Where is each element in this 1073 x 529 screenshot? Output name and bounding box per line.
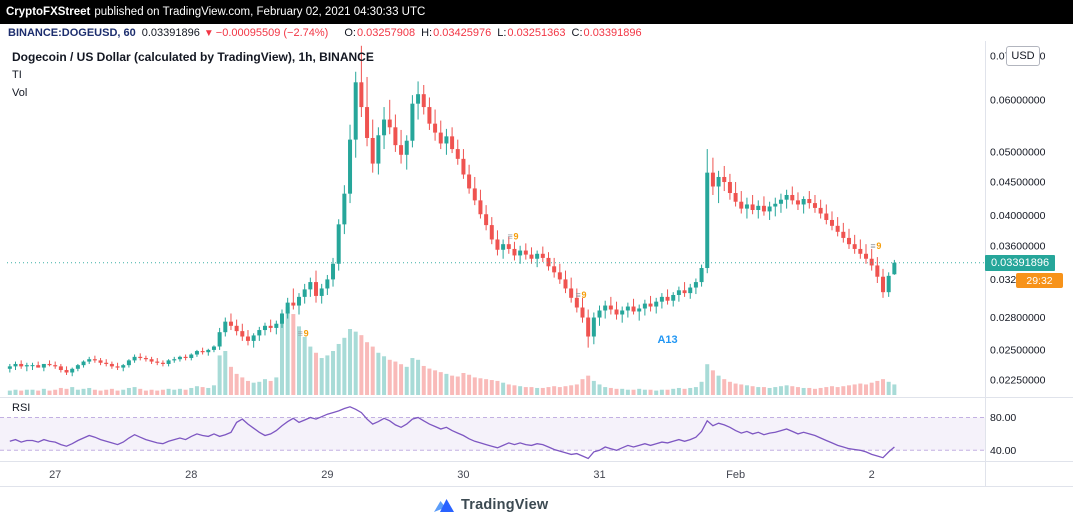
svg-text:0.02500000: 0.02500000 bbox=[990, 344, 1046, 356]
symbol-legend: BINANCE:DOGEUSD, 60 0.03391896 ▼ −0.0009… bbox=[8, 25, 642, 41]
chart-title: Dogecoin / US Dollar (calculated by Trad… bbox=[12, 50, 374, 64]
svg-text:Feb: Feb bbox=[726, 469, 745, 481]
svg-text:0.04000000: 0.04000000 bbox=[990, 210, 1046, 222]
svg-text:40.00: 40.00 bbox=[990, 445, 1016, 457]
open-label: O: bbox=[344, 27, 356, 39]
svg-text:0.03600000: 0.03600000 bbox=[990, 240, 1046, 252]
tradingview-logo-icon bbox=[434, 499, 454, 512]
svg-text:≡: ≡ bbox=[576, 290, 581, 300]
close-value: 0.03391896 bbox=[583, 27, 642, 39]
svg-text:A13: A13 bbox=[657, 334, 677, 346]
svg-text:27: 27 bbox=[49, 469, 61, 481]
tradingview-brand-text: TradingView bbox=[461, 497, 549, 513]
currency-toggle-button[interactable]: USD bbox=[1006, 46, 1040, 66]
svg-text:9: 9 bbox=[582, 290, 587, 300]
svg-text:0.05000000: 0.05000000 bbox=[990, 146, 1046, 158]
low-label: L: bbox=[497, 27, 507, 39]
svg-text:≡: ≡ bbox=[507, 231, 512, 241]
time-axis[interactable] bbox=[0, 461, 985, 487]
svg-text:0.06000000: 0.06000000 bbox=[990, 94, 1046, 106]
open-value: 0.03257908 bbox=[356, 27, 416, 39]
svg-text:30: 30 bbox=[457, 469, 469, 481]
svg-text:0.02800000: 0.02800000 bbox=[990, 312, 1046, 324]
last-price: 0.03391896 bbox=[141, 27, 200, 39]
svg-text:0.04500000: 0.04500000 bbox=[990, 177, 1046, 189]
bar-countdown-badge[interactable]: 29:32 bbox=[1016, 273, 1063, 288]
price-down-arrow-icon: ▼ bbox=[203, 27, 214, 39]
price-change: −0.00095509 (−2.74%) bbox=[215, 27, 329, 39]
tradingview-attribution[interactable]: TradingView bbox=[433, 497, 548, 513]
svg-text:31: 31 bbox=[593, 469, 605, 481]
high-value: 0.03425976 bbox=[433, 27, 492, 39]
svg-text:9: 9 bbox=[876, 241, 881, 251]
svg-text:≡: ≡ bbox=[298, 328, 303, 338]
svg-text:9: 9 bbox=[513, 231, 518, 241]
svg-text:80.00: 80.00 bbox=[990, 412, 1016, 424]
attribution-bar: CryptoFXStreet published on TradingView.… bbox=[0, 0, 1073, 24]
svg-text:≡: ≡ bbox=[870, 241, 875, 251]
svg-text:9: 9 bbox=[304, 328, 309, 338]
svg-text:2: 2 bbox=[869, 469, 875, 481]
svg-text:28: 28 bbox=[185, 469, 197, 481]
indicator-label-vol: Vol bbox=[12, 87, 28, 99]
indicator-label-ti: TI bbox=[12, 69, 22, 81]
attribution-text: published on TradingView.com, February 0… bbox=[94, 6, 426, 18]
rsi-pane-label: RSI bbox=[12, 402, 31, 414]
svg-text:29: 29 bbox=[321, 469, 333, 481]
attribution-source: CryptoFXStreet bbox=[6, 6, 91, 18]
chart-area: ≡9≡9≡9≡9A130.070000000.060000000.0500000… bbox=[0, 41, 1073, 487]
close-label: C: bbox=[571, 27, 583, 39]
svg-text:0.02250000: 0.02250000 bbox=[990, 375, 1046, 387]
high-label: H: bbox=[421, 27, 433, 39]
symbol-name: BINANCE:DOGEUSD, 60 bbox=[8, 27, 136, 39]
price-chart-canvas[interactable]: ≡9≡9≡9≡9A130.070000000.060000000.0500000… bbox=[0, 41, 1073, 487]
current-price-badge[interactable]: 0.03391896 bbox=[985, 255, 1056, 271]
footer: TradingView bbox=[0, 487, 1073, 529]
low-value: 0.03251363 bbox=[507, 27, 566, 39]
